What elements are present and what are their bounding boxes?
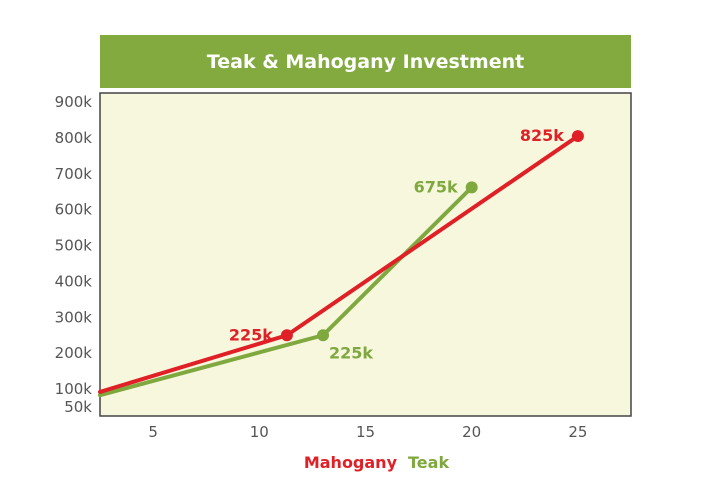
y-tick-label: 800k — [55, 129, 93, 147]
legend-teak: Teak — [408, 453, 449, 472]
y-tick-label: 50k — [64, 398, 92, 416]
x-axis: 5 10 15 20 25 — [148, 423, 587, 441]
y-tick-label: 200k — [55, 344, 93, 362]
x-tick-label: 15 — [356, 423, 375, 441]
y-tick-label: 400k — [55, 272, 93, 290]
x-tick-label: 10 — [250, 423, 269, 441]
y-tick-label: 100k — [55, 380, 93, 398]
x-tick-label: 20 — [462, 423, 481, 441]
plot-area — [99, 92, 632, 417]
legend-mahogany: Mahogany — [304, 453, 398, 472]
mahogany-point — [280, 329, 293, 342]
teak-point — [317, 329, 330, 342]
series-layer: 225k 825k 225k 675k — [98, 126, 584, 398]
mahogany-data-label: 225k — [229, 325, 273, 344]
y-tick-label: 900k — [55, 93, 93, 111]
chart-title: Teak & Mahogany Investment — [207, 51, 524, 73]
y-tick-label: 700k — [55, 165, 93, 183]
legend: Mahogany Teak — [304, 453, 450, 472]
y-tick-label: 600k — [55, 201, 93, 219]
y-tick-label: 300k — [55, 308, 93, 326]
mahogany-data-label: 825k — [520, 126, 564, 145]
y-tick-label: 500k — [55, 237, 93, 255]
mahogany-point — [571, 130, 584, 143]
x-tick-label: 5 — [148, 423, 158, 441]
teak-data-label: 225k — [329, 343, 373, 362]
x-tick-label: 25 — [568, 423, 587, 441]
chart-title-bar — [100, 35, 631, 88]
teak-data-label: 675k — [414, 177, 458, 196]
teak-point — [465, 181, 478, 194]
